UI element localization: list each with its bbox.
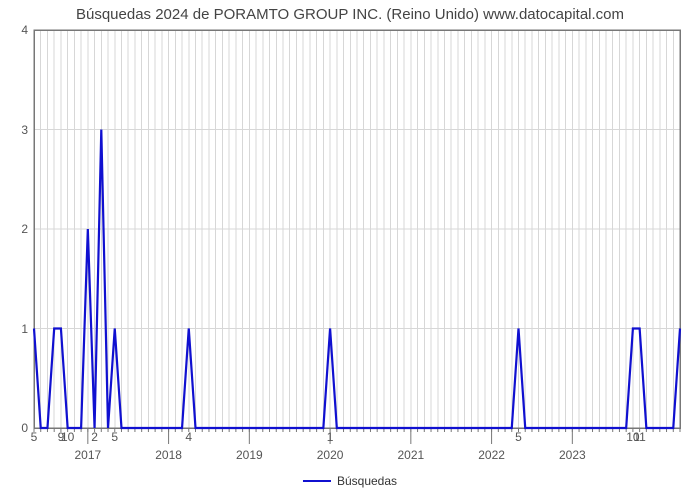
y-tick-label: 0 bbox=[21, 421, 28, 435]
y-tick-label: 4 bbox=[21, 23, 28, 37]
x-month-label: 4 bbox=[185, 430, 192, 444]
y-tick-label: 3 bbox=[21, 123, 28, 137]
x-month-label: 1 bbox=[327, 430, 334, 444]
plot-area: 0123420172018201920202021202220235910254… bbox=[34, 30, 680, 428]
x-month-label: 5 bbox=[111, 430, 118, 444]
line-chart: Búsquedas 2024 de PORAMTO GROUP INC. (Re… bbox=[0, 0, 700, 500]
plot-svg bbox=[34, 30, 680, 448]
chart-legend: Búsquedas bbox=[303, 474, 397, 488]
y-tick-label: 1 bbox=[21, 322, 28, 336]
legend-label: Búsquedas bbox=[337, 474, 397, 488]
x-year-label: 2022 bbox=[478, 448, 505, 462]
chart-title: Búsquedas 2024 de PORAMTO GROUP INC. (Re… bbox=[0, 6, 700, 23]
x-month-label: 5 bbox=[31, 430, 38, 444]
x-year-label: 2020 bbox=[317, 448, 344, 462]
x-year-label: 2021 bbox=[397, 448, 424, 462]
x-year-label: 2017 bbox=[74, 448, 101, 462]
x-year-label: 2019 bbox=[236, 448, 263, 462]
x-month-label: 2 bbox=[91, 430, 98, 444]
x-year-label: 2023 bbox=[559, 448, 586, 462]
x-month-label: 11 bbox=[633, 430, 645, 444]
legend-line bbox=[303, 480, 331, 482]
x-year-label: 2018 bbox=[155, 448, 182, 462]
y-tick-label: 2 bbox=[21, 222, 28, 236]
x-month-label: 5 bbox=[515, 430, 522, 444]
x-month-label: 10 bbox=[61, 430, 74, 444]
